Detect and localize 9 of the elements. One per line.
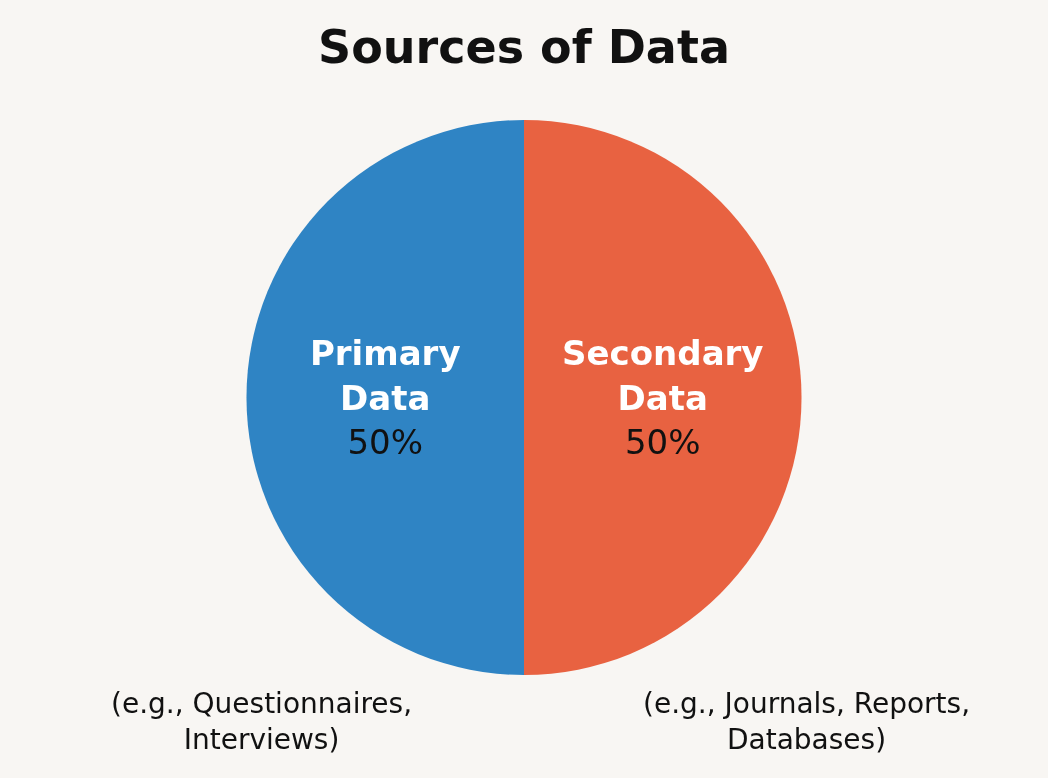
pie-slice [524,120,801,676]
data-label: 50% [347,421,424,462]
text: (e.g., Journals, Reports, Databases) [643,687,971,757]
data-label: 50% [624,421,701,462]
text: (e.g., Questionnaires, Interviews) [111,687,413,757]
slice-label: Secondary Data [562,333,764,418]
pie-slice [247,120,524,676]
chart-title: Sources of Data [318,20,730,75]
slice-label: Primary Data [309,333,461,418]
